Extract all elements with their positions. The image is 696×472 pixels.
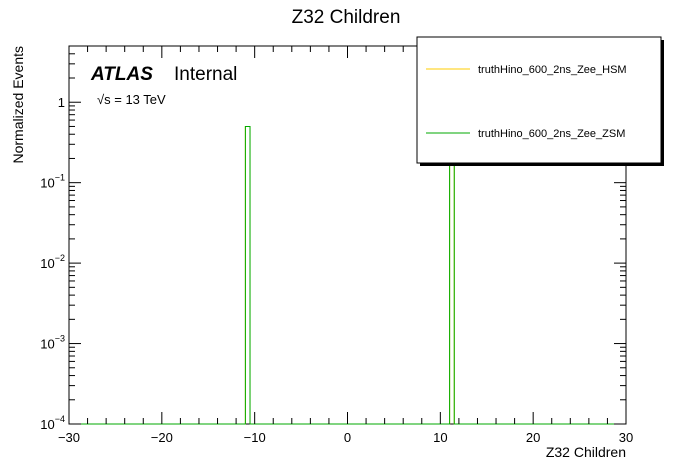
- x-axis-label: Z32 Children: [546, 444, 626, 460]
- legend-label-zsm: truthHino_600_2ns_Zee_ZSM: [478, 128, 625, 140]
- legend-label-hsm: truthHino_600_2ns_Zee_HSM: [478, 64, 627, 76]
- chart-title: Z32 Children: [292, 7, 401, 28]
- series-layer: [69, 125, 626, 425]
- x-tick-label: 0: [344, 430, 351, 445]
- x-tick-label: −20: [151, 430, 173, 445]
- x-tick-label: 10: [433, 430, 447, 445]
- y-tick-label: 10−1: [40, 173, 65, 191]
- x-tick-label: −10: [244, 430, 266, 445]
- atlas-label: ATLAS: [90, 64, 153, 85]
- tick-layer: −30 −20 −10 0 10 20 30 10−4 10−3 10−2 10−1 1: [40, 45, 633, 445]
- y-tick-label: 1: [58, 95, 65, 110]
- y-tick-label: 10−4: [40, 414, 65, 432]
- legend-box: [416, 36, 662, 164]
- series-line-0: [69, 125, 626, 425]
- series-line-1: [69, 125, 626, 425]
- y-tick-label: 10−2: [40, 253, 65, 271]
- y-tick-label: 10−3: [40, 334, 65, 352]
- energy-label: √s = 13 TeV: [97, 92, 166, 107]
- atlas-status: Internal: [174, 64, 237, 85]
- x-tick-label: 30: [619, 430, 633, 445]
- x-tick-label: −30: [58, 430, 80, 445]
- y-axis-label: Normalized Events: [10, 46, 26, 164]
- legend: truthHino_600_2ns_Zee_HSM truthHino_600_…: [416, 36, 664, 166]
- x-tick-label: 20: [526, 430, 540, 445]
